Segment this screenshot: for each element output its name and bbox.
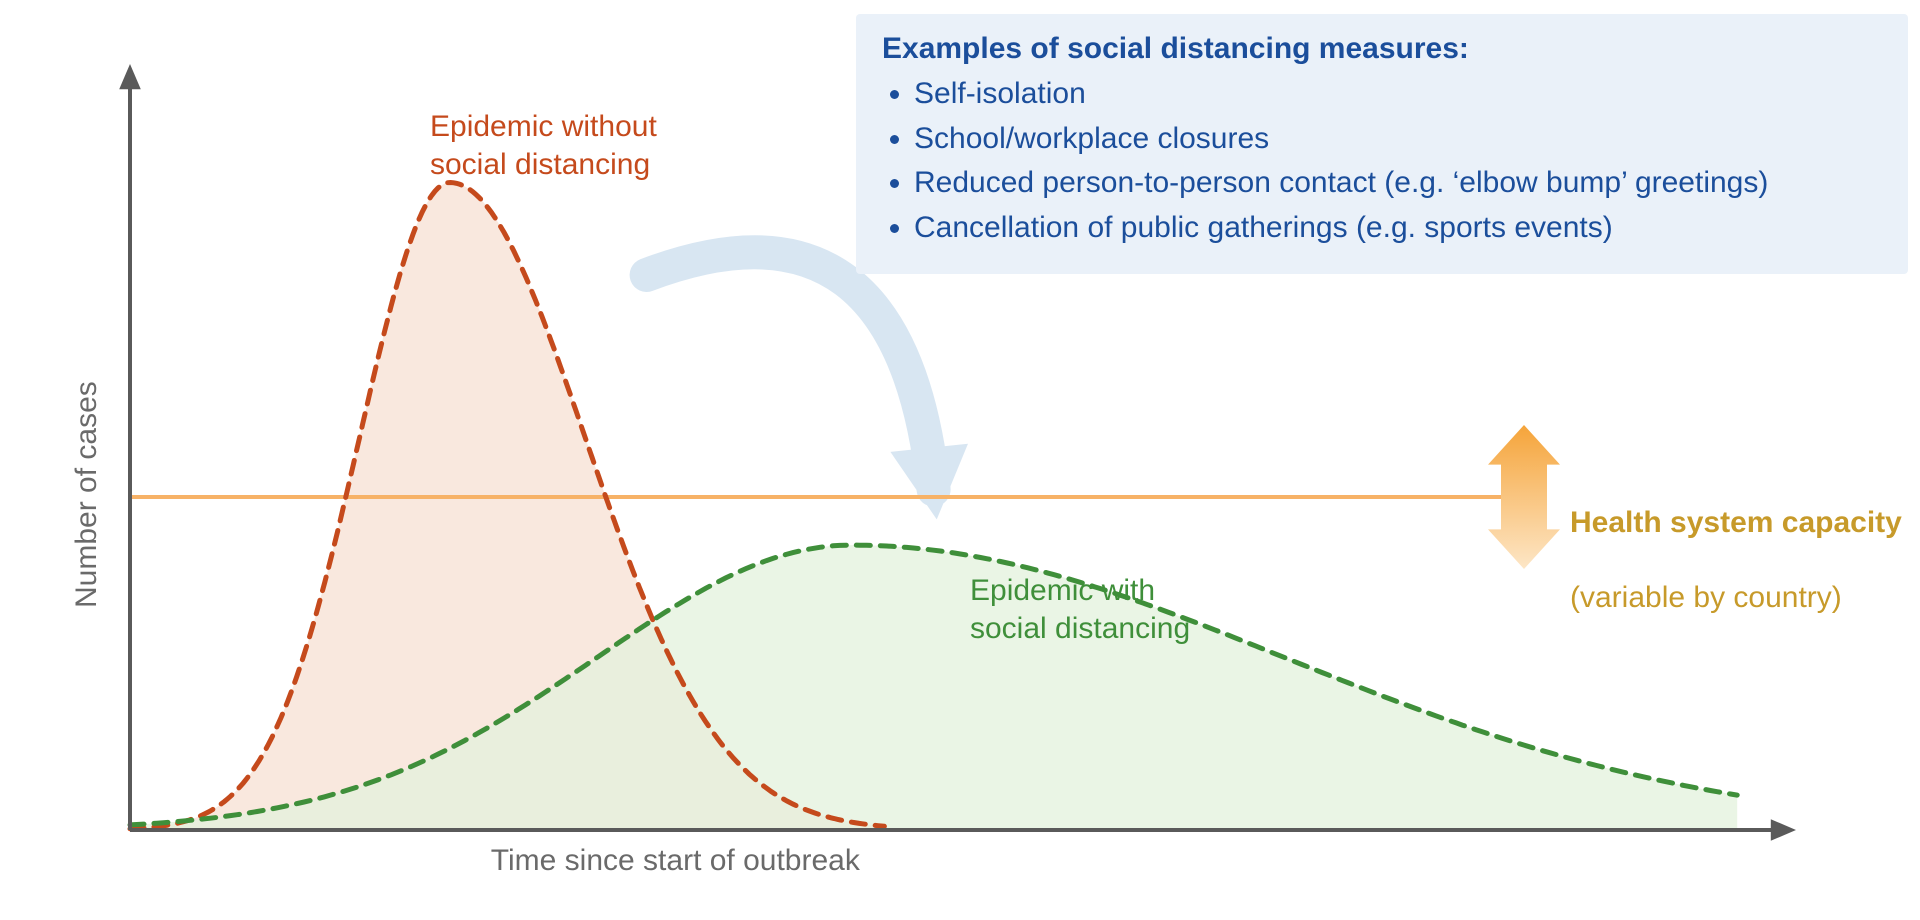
info-box-title: Examples of social distancing measures: <box>882 32 1882 66</box>
info-box: Examples of social distancing measures: … <box>856 14 1908 274</box>
curve-without-label: Epidemic without social distancing <box>430 108 657 183</box>
flatten-curve-diagram: Examples of social distancing measures: … <box>0 0 1920 920</box>
info-box-item: Cancellation of public gatherings (e.g. … <box>914 208 1882 249</box>
curve-with-label: Epidemic with social distancing <box>970 572 1190 647</box>
capacity-label-title: Health system capacity <box>1570 506 1902 539</box>
info-box-list: Self-isolationSchool/workplace closuresR… <box>882 74 1882 248</box>
info-box-item: Self-isolation <box>914 74 1882 115</box>
capacity-label-sub: (variable by country) <box>1570 581 1842 614</box>
transition-arrow-icon <box>647 252 934 489</box>
x-axis-label: Time since start of outbreak <box>491 844 860 878</box>
info-box-item: Reduced person-to-person contact (e.g. ‘… <box>914 163 1882 204</box>
y-axis-arrow-icon <box>119 64 141 89</box>
transition-arrow-head-icon <box>890 444 968 520</box>
x-axis-arrow-icon <box>1771 819 1796 841</box>
capacity-label: Health system capacity (variable by coun… <box>1570 466 1902 616</box>
y-axis-label: Number of cases <box>70 381 104 608</box>
info-box-item: School/workplace closures <box>914 119 1882 160</box>
